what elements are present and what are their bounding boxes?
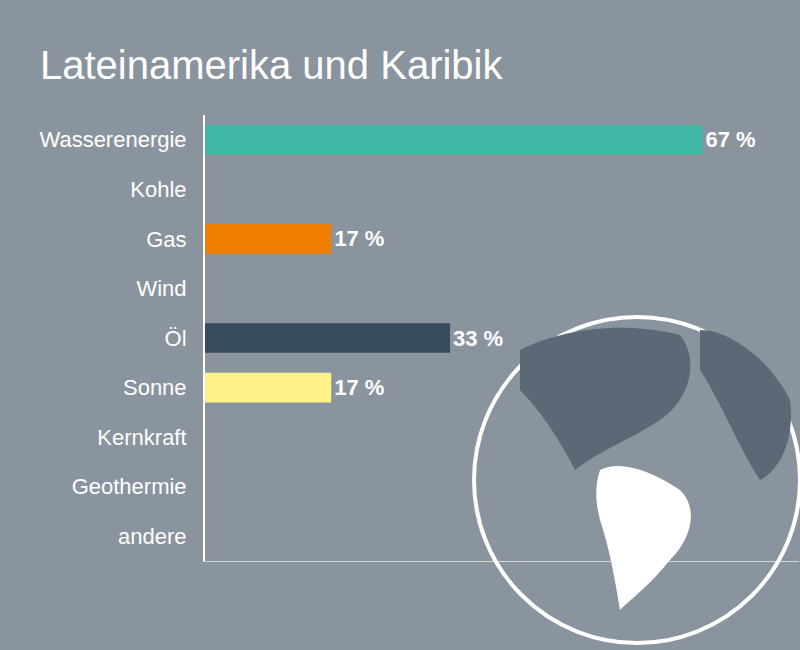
svg-text:33 %: 33 % [453,326,503,351]
svg-text:Wasserenergie: Wasserenergie [39,127,186,152]
svg-text:Kernkraft: Kernkraft [97,425,186,450]
svg-text:Gas: Gas [146,227,186,252]
svg-text:17 %: 17 % [334,375,384,400]
svg-text:Wind: Wind [136,276,186,301]
svg-text:Kohle: Kohle [130,177,186,202]
svg-text:67 %: 67 % [705,127,755,152]
svg-text:17 %: 17 % [334,226,384,251]
svg-text:Sonne: Sonne [123,375,187,400]
svg-text:Öl: Öl [165,326,187,351]
svg-text:andere: andere [118,524,187,549]
svg-text:Geothermie: Geothermie [72,474,187,499]
svg-text:Lateinamerika und Karibik: Lateinamerika und Karibik [40,43,503,87]
